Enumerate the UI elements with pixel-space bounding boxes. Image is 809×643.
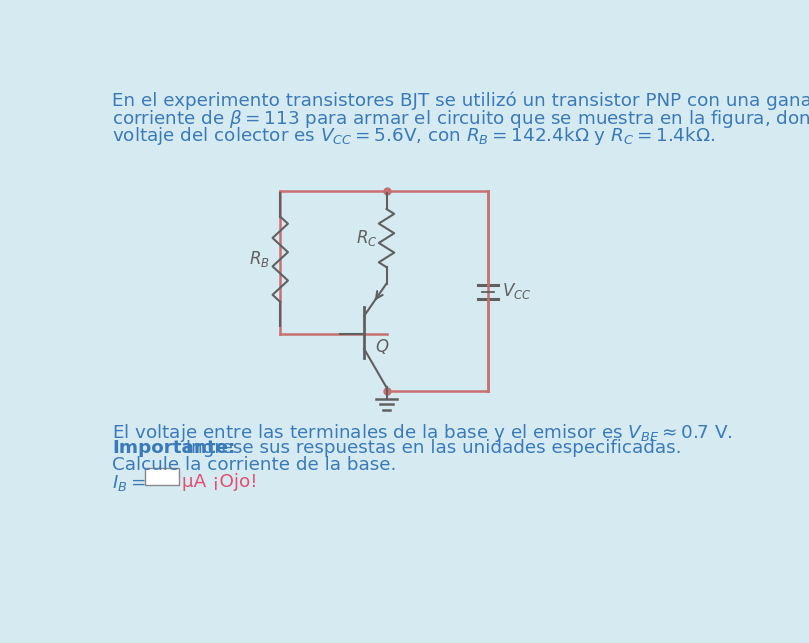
Text: corriente de $\beta = 113$ para armar el circuito que se muestra en la figura, d: corriente de $\beta = 113$ para armar el…: [112, 108, 809, 130]
Text: En el experimento transistores BJT se utilizó un transistor PNP con una ganancia: En el experimento transistores BJT se ut…: [112, 91, 809, 109]
FancyBboxPatch shape: [145, 468, 179, 485]
Text: $R_C$: $R_C$: [356, 228, 377, 248]
Text: Importante:: Importante:: [112, 439, 235, 457]
Text: voltaje del colector es $V_{CC} = 5.6$V, con $R_B = 142.4$k$\Omega$ y $R_C = 1.4: voltaje del colector es $V_{CC} = 5.6$V,…: [112, 125, 716, 147]
Text: $I_B =$: $I_B =$: [112, 473, 146, 493]
Text: El voltaje entre las terminales de la base y el emisor es $V_{BE} \approx 0.7$ V: El voltaje entre las terminales de la ba…: [112, 422, 733, 444]
Text: Calcule la corriente de la base.: Calcule la corriente de la base.: [112, 456, 396, 474]
Text: μA ¡Ojo!: μA ¡Ojo!: [182, 473, 257, 491]
Text: $V_{CC}$: $V_{CC}$: [502, 281, 532, 301]
Text: $Q$: $Q$: [375, 338, 389, 356]
Text: Ingrese sus respuestas en las unidades especificadas.: Ingrese sus respuestas en las unidades e…: [180, 439, 682, 457]
Text: $R_B$: $R_B$: [248, 249, 269, 269]
